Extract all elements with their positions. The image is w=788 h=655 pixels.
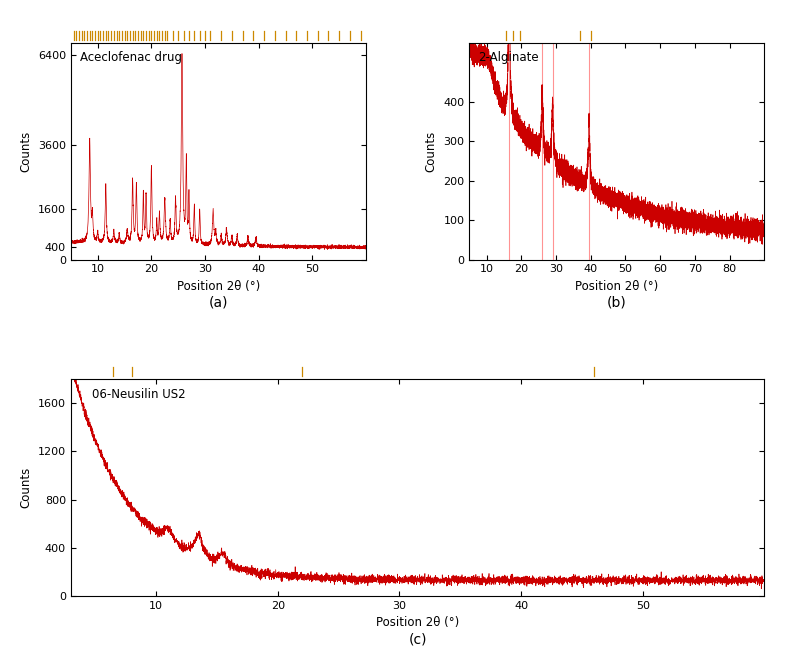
X-axis label: Position 2θ (°): Position 2θ (°) <box>575 280 659 293</box>
Y-axis label: Counts: Counts <box>20 130 32 172</box>
Text: 2-Alginate: 2-Alginate <box>478 51 539 64</box>
Text: Aceclofenac drug: Aceclofenac drug <box>80 51 182 64</box>
Text: (c): (c) <box>408 632 427 646</box>
X-axis label: Position 2θ (°): Position 2θ (°) <box>177 280 260 293</box>
Y-axis label: Counts: Counts <box>425 130 438 172</box>
Y-axis label: Counts: Counts <box>20 467 32 508</box>
X-axis label: Position 2θ (°): Position 2θ (°) <box>376 616 459 629</box>
Text: (a): (a) <box>209 295 229 310</box>
Text: 06-Neusilin US2: 06-Neusilin US2 <box>91 388 185 401</box>
Text: (b): (b) <box>607 295 626 310</box>
